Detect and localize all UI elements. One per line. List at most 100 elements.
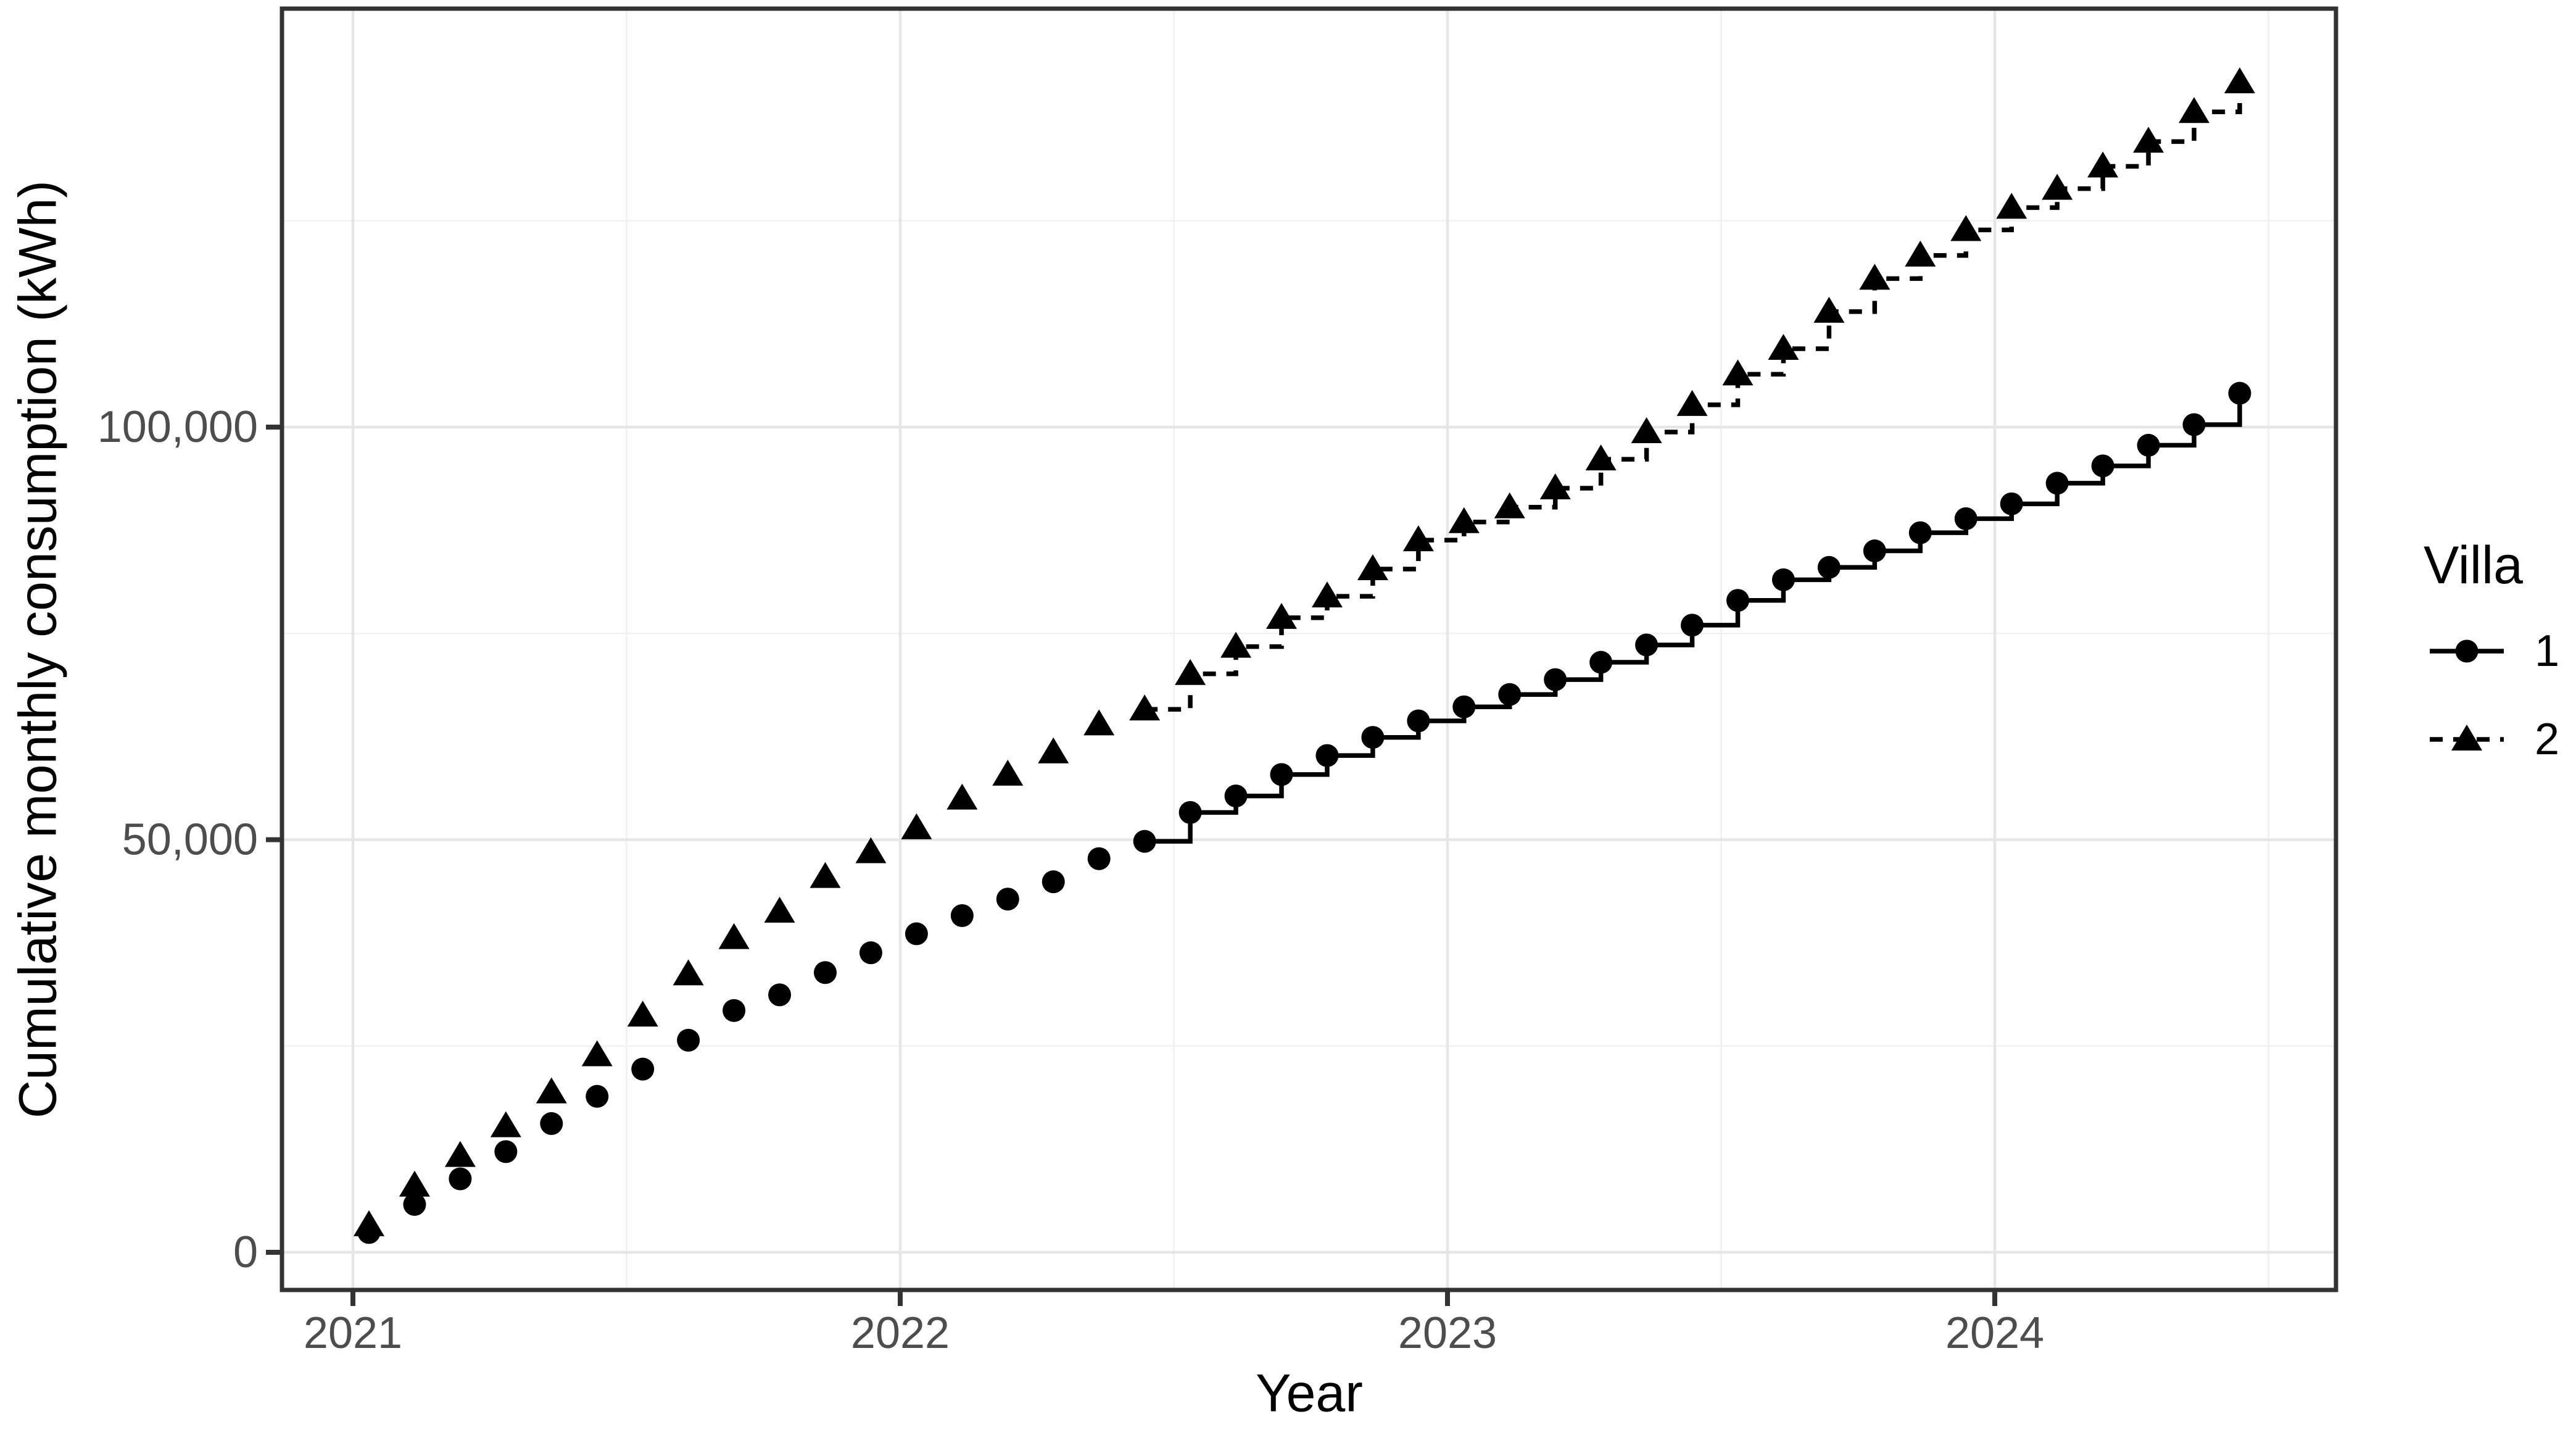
villa2-point — [1813, 296, 1845, 323]
villa1-point — [2091, 454, 2114, 478]
villa2-point — [1175, 659, 1206, 685]
villa1-point — [1817, 555, 1841, 579]
villa1-point — [1954, 507, 1978, 530]
villa1-point — [905, 922, 928, 946]
villa2-point — [1676, 389, 1708, 416]
villa2-point — [490, 1111, 521, 1138]
villa2-point — [444, 1141, 476, 1167]
villa1-point — [1361, 726, 1385, 749]
villa2-point — [1494, 492, 1525, 518]
villa2-point — [1083, 709, 1115, 736]
villa1-point — [1087, 847, 1111, 870]
villa1-point — [1407, 709, 1430, 733]
y-tick-label: 100,000 — [97, 402, 258, 452]
villa2-point — [718, 923, 750, 949]
villa1-point — [1635, 633, 1659, 657]
villa2-point — [536, 1077, 567, 1104]
legend-item-2-key-marker — [2451, 725, 2482, 751]
villa2-point — [2133, 127, 2164, 153]
villa1-point — [540, 1112, 563, 1135]
y-axis-title: Cumulative monthly consumption (kWh) — [8, 180, 68, 1118]
villa2-point — [1768, 333, 1799, 360]
villa2-point — [1722, 359, 1754, 386]
villa1-point — [1908, 521, 1932, 544]
villa1-point — [1544, 668, 1567, 691]
villa2-point — [1038, 737, 1069, 763]
villa2-point — [855, 837, 887, 863]
villa2-point — [1311, 581, 1343, 608]
villa1-point — [586, 1084, 609, 1108]
legend-title: Villa — [2424, 536, 2523, 595]
villa2-point — [627, 1000, 658, 1027]
y-tick-label: 0 — [233, 1228, 258, 1277]
villa2-point — [901, 813, 932, 839]
villa2-point — [1585, 444, 1617, 471]
villa2-point — [2042, 173, 2073, 200]
villa1-point — [1042, 870, 1065, 894]
legend-item-1-key-marker — [2455, 639, 2479, 663]
villa2-point — [2179, 97, 2209, 123]
x-tick-label: 2023 — [1398, 1308, 1497, 1358]
legend-item-1-label: 1 — [2535, 626, 2559, 676]
villa2-point — [1905, 240, 1936, 267]
villa1-point — [1498, 683, 1522, 706]
villa1-point — [1681, 614, 1704, 637]
villa2-point — [1996, 193, 2027, 219]
villa1-point — [1178, 801, 1202, 824]
villa1-point — [449, 1167, 472, 1191]
villa2-point — [2224, 67, 2255, 94]
villa2-point — [354, 1210, 384, 1236]
villa2-point — [1631, 417, 1662, 444]
villa1-point — [494, 1140, 518, 1163]
villa2-point — [673, 959, 704, 986]
villa2-point — [1859, 264, 1891, 290]
villa2-point — [1539, 473, 1571, 499]
villa1-point — [1863, 539, 1886, 563]
y-tick-label: 50,000 — [122, 815, 258, 865]
villa2-point — [1220, 631, 1252, 658]
villa2-point — [1402, 525, 1434, 552]
villa2-point — [1357, 554, 1388, 580]
villa1-point — [1771, 568, 1795, 591]
villa1-point — [2137, 433, 2160, 457]
villa1-point — [950, 904, 974, 928]
villa2-point — [581, 1040, 613, 1067]
villa2-point — [764, 896, 795, 923]
x-tick-label: 2024 — [1945, 1308, 2044, 1358]
villa1-point — [1133, 830, 1156, 853]
x-tick-label: 2021 — [304, 1308, 402, 1358]
villa1-point — [768, 983, 792, 1007]
villa1-point — [723, 999, 746, 1022]
x-axis-title: Year — [1256, 1363, 1363, 1423]
villa1-point — [1452, 695, 1476, 718]
villa1-point — [2045, 472, 2069, 495]
villa2-point — [2087, 151, 2119, 178]
villa2-point — [992, 759, 1024, 786]
panel-border — [280, 6, 2338, 1292]
villa1-point — [2228, 381, 2251, 405]
villa1-point — [859, 941, 882, 965]
villa1-point — [996, 888, 1019, 911]
villa1-point — [1726, 589, 1749, 612]
villa2-point — [1129, 694, 1161, 721]
villa1-point — [631, 1057, 655, 1081]
villa1-point — [677, 1028, 700, 1052]
villa2-point — [1266, 602, 1297, 629]
villa1-point — [1270, 763, 1293, 786]
villa1-point — [403, 1192, 426, 1216]
villa1-point — [1315, 744, 1339, 767]
villa2-point — [946, 783, 978, 810]
villa1-point — [2182, 413, 2206, 436]
villa1-point — [814, 961, 837, 984]
villa1-point — [1224, 784, 1248, 808]
villa2-point — [1950, 215, 1982, 241]
villa2-point — [810, 862, 841, 888]
x-tick-label: 2022 — [851, 1308, 950, 1358]
villa2-point — [399, 1170, 430, 1197]
legend-item-2-label: 2 — [2535, 715, 2559, 764]
villa1-point — [1589, 651, 1613, 674]
villa1-point — [2000, 492, 2023, 515]
villa2-point — [1448, 507, 1480, 533]
